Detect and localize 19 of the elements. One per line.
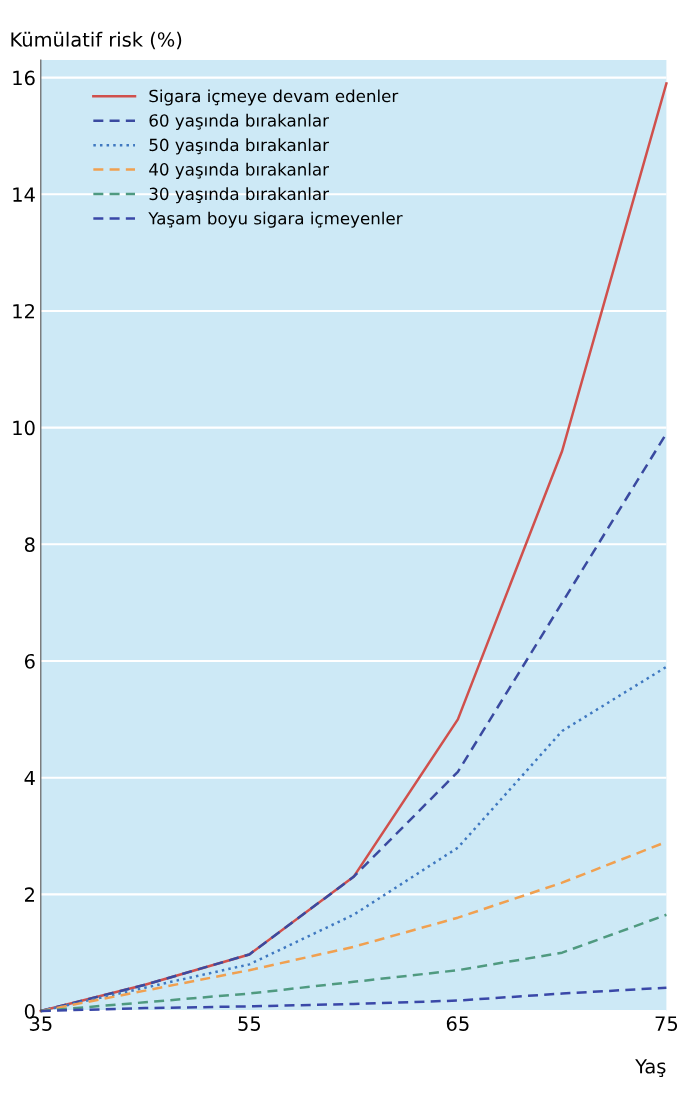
y-tick-label: 12 <box>13 303 34 319</box>
y-tick-label: 6 <box>24 653 35 669</box>
legend-label: 50 yaşında bırakanlar <box>149 138 329 155</box>
y-tick-label: 10 <box>13 420 35 436</box>
y-tick-label: 16 <box>13 70 35 86</box>
x-tick-label: 75 <box>655 1016 678 1031</box>
y-axis-title: Kümülatif risk (%) <box>11 31 182 50</box>
y-tick-label: 4 <box>24 770 35 786</box>
legend-label: Yaşam boyu sigara içmeyenler <box>148 211 403 228</box>
legend-label: 40 yaşında bırakanlar <box>149 162 329 179</box>
legend-label: Sigara içmeye devam edenler <box>149 89 399 106</box>
x-axis-title: Yaş <box>635 1059 666 1078</box>
y-tick-label: 14 <box>13 187 35 202</box>
x-tick-label: 65 <box>446 1016 469 1031</box>
legend-label: 60 yaşında bırakanlar <box>149 113 329 130</box>
y-tick-label: 8 <box>24 537 35 552</box>
legend-label: 30 yaşında bırakanlar <box>149 187 329 204</box>
y-tick-label: 2 <box>24 887 34 902</box>
x-tick-label: 55 <box>238 1016 261 1031</box>
